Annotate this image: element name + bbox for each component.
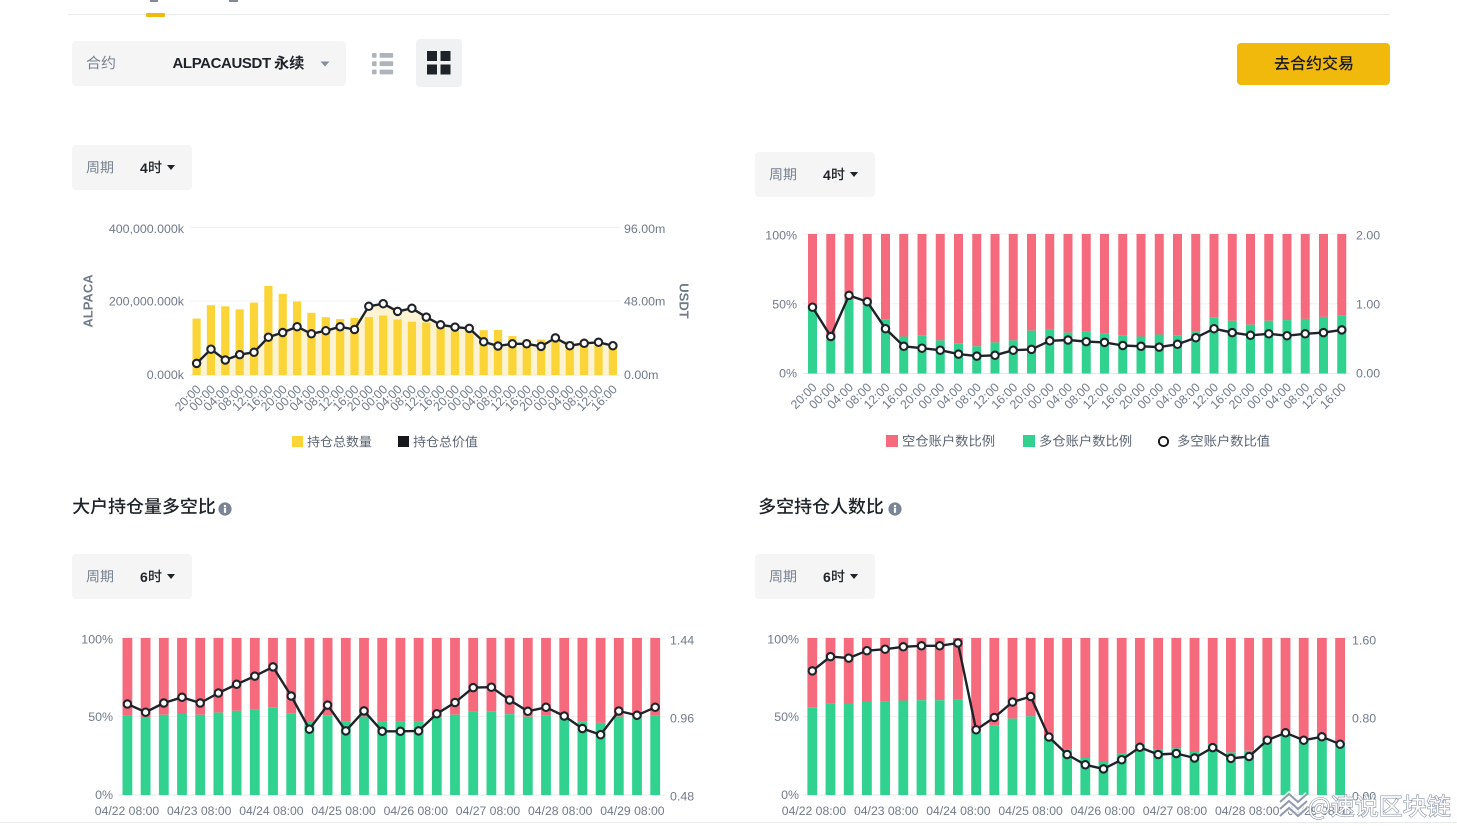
svg-text:04/25 08:00: 04/25 08:00 bbox=[311, 804, 376, 818]
svg-text:0.48: 0.48 bbox=[670, 790, 694, 804]
svg-text:04/29 08:00: 04/29 08:00 bbox=[600, 804, 665, 818]
svg-text:04/22 08:00: 04/22 08:00 bbox=[782, 804, 847, 818]
svg-text:50%: 50% bbox=[88, 710, 113, 724]
svg-text:100%: 100% bbox=[765, 229, 797, 243]
svg-text:50%: 50% bbox=[774, 710, 799, 724]
svg-text:04/28 08:00: 04/28 08:00 bbox=[528, 804, 593, 818]
svg-text:0.80: 0.80 bbox=[1352, 712, 1376, 726]
svg-text:USDT: USDT bbox=[677, 283, 692, 318]
svg-text:04/28 08:00: 04/28 08:00 bbox=[1215, 804, 1280, 818]
svg-text:48.00m: 48.00m bbox=[624, 295, 665, 309]
svg-text:04/27 08:00: 04/27 08:00 bbox=[456, 804, 521, 818]
svg-text:04/27 08:00: 04/27 08:00 bbox=[1143, 804, 1208, 818]
svg-text:1.44: 1.44 bbox=[670, 634, 694, 648]
svg-text:100%: 100% bbox=[767, 633, 799, 647]
svg-text:1.60: 1.60 bbox=[1352, 634, 1376, 648]
svg-text:04/23 08:00: 04/23 08:00 bbox=[854, 804, 919, 818]
svg-text:1.00: 1.00 bbox=[1356, 297, 1380, 311]
svg-text:0.00m: 0.00m bbox=[624, 368, 658, 382]
svg-text:400,000.000k: 400,000.000k bbox=[109, 222, 185, 236]
svg-text:04/22 08:00: 04/22 08:00 bbox=[95, 804, 160, 818]
svg-text:100%: 100% bbox=[81, 633, 113, 647]
svg-text:0.00: 0.00 bbox=[1356, 367, 1380, 381]
svg-text:0%: 0% bbox=[95, 788, 113, 802]
svg-text:0.000k: 0.000k bbox=[147, 368, 185, 382]
svg-text:50%: 50% bbox=[772, 297, 797, 311]
svg-text:04/26 08:00: 04/26 08:00 bbox=[1071, 804, 1136, 818]
svg-text:04/24 08:00: 04/24 08:00 bbox=[926, 804, 991, 818]
svg-text:0.96: 0.96 bbox=[670, 712, 694, 726]
svg-text:ALPACA: ALPACA bbox=[81, 274, 96, 328]
svg-text:04/23 08:00: 04/23 08:00 bbox=[167, 804, 232, 818]
svg-text:04/24 08:00: 04/24 08:00 bbox=[239, 804, 304, 818]
svg-text:0%: 0% bbox=[781, 788, 799, 802]
svg-text:04/25 08:00: 04/25 08:00 bbox=[998, 804, 1063, 818]
svg-text:2.00: 2.00 bbox=[1356, 229, 1380, 243]
svg-text:200,000.000k: 200,000.000k bbox=[109, 295, 185, 309]
svg-text:04/26 08:00: 04/26 08:00 bbox=[384, 804, 449, 818]
svg-text:96.00m: 96.00m bbox=[624, 222, 665, 236]
svg-text:0%: 0% bbox=[779, 367, 797, 381]
